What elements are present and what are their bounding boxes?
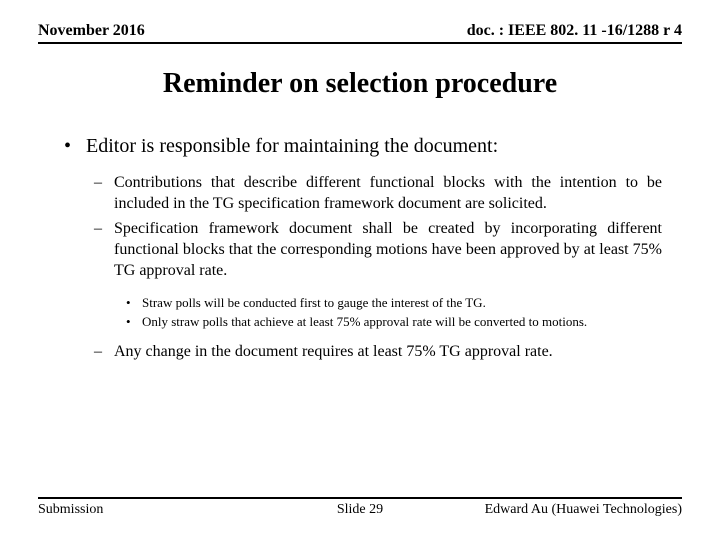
footer-slide-number: Slide 29 bbox=[337, 502, 383, 518]
slide-footer: Submission Slide 29 Edward Au (Huawei Te… bbox=[38, 497, 682, 518]
bullet-level1: Editor is responsible for maintaining th… bbox=[64, 135, 662, 158]
header-date: November 2016 bbox=[38, 22, 145, 40]
bullet-level3: Only straw polls that achieve at least 7… bbox=[126, 313, 662, 331]
slide-content: Editor is responsible for maintaining th… bbox=[64, 135, 662, 366]
slide-title: Reminder on selection procedure bbox=[0, 68, 720, 100]
slide-header: November 2016 doc. : IEEE 802. 11 -16/12… bbox=[38, 22, 682, 44]
header-doc-id: doc. : IEEE 802. 11 -16/1288 r 4 bbox=[467, 22, 682, 40]
bullet-level2: Any change in the document requires at l… bbox=[94, 341, 662, 362]
footer-left: Submission bbox=[38, 502, 103, 518]
footer-author: Edward Au (Huawei Technologies) bbox=[485, 502, 682, 518]
bullet-level2: Contributions that describe different fu… bbox=[94, 172, 662, 214]
bullet-level2: Specification framework document shall b… bbox=[94, 218, 662, 281]
bullet-level3: Straw polls will be conducted first to g… bbox=[126, 294, 662, 312]
